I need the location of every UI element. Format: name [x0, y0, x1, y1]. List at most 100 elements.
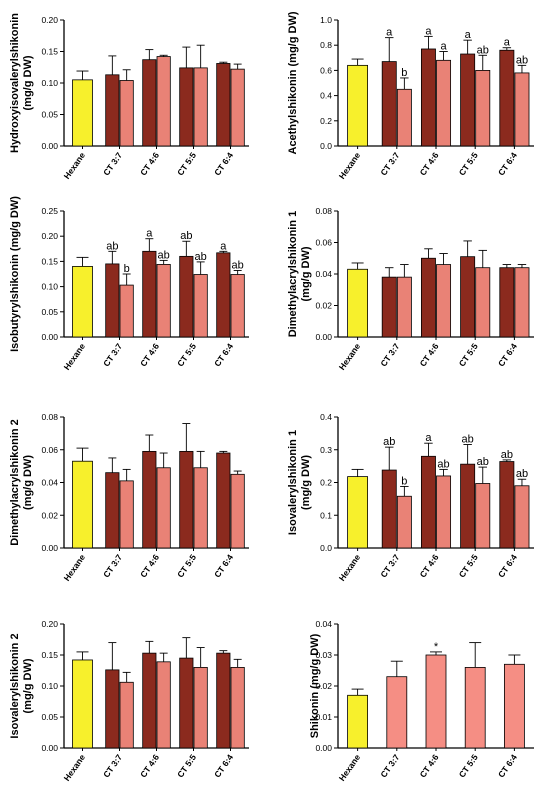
bar	[396, 276, 412, 338]
y-tick-label: 0.02	[315, 681, 332, 691]
y-tick-label: 0.00	[41, 332, 58, 342]
x-tick-label: CT 4:6	[418, 341, 441, 368]
bar	[514, 485, 530, 549]
significance-label: a	[146, 228, 153, 240]
chart-panel-8: 0.00 0.01 0.02 0.03 0.04 Shikonin (mg/g DW) He…	[309, 619, 534, 783]
significance-label: ab	[501, 449, 513, 461]
significance-label: ab	[383, 436, 395, 448]
y-tick-label: 0.3	[320, 445, 332, 455]
bar	[193, 67, 208, 147]
y-axis-label: Isobutyrylshikonin (mg/g DW)	[9, 196, 21, 352]
chart-panel-2: 0.0 0.2 0.4 0.6 0.8 1.0 Acethylshikonin (mg/g …	[287, 11, 534, 181]
y-tick-label: 0.4	[320, 91, 332, 101]
y-tick-label: 0.15	[41, 47, 58, 57]
y-axis-label: Dimethylacrylshikonin 2	[9, 419, 21, 546]
x-tick-label: Hexane	[337, 341, 363, 372]
y-tick-label: 0.10	[41, 78, 58, 88]
y-tick-label: 0.03	[315, 650, 332, 660]
bar	[464, 667, 486, 749]
x-tick-label: CT 6:4	[212, 752, 235, 779]
bar	[72, 460, 93, 549]
significance-label: a	[220, 240, 227, 252]
bar	[230, 667, 245, 749]
bar	[156, 661, 171, 749]
chart-panel-5: 0.00 0.02 0.04 0.06 0.08 Dimethylacrylshikoni…	[9, 412, 249, 583]
bar	[142, 59, 157, 147]
significance-label: b	[401, 475, 407, 487]
y-tick-label: 0.20	[41, 619, 58, 629]
y-tick-label: 0.00	[41, 543, 58, 553]
bar	[72, 266, 93, 338]
x-tick-label: CT 4:6	[418, 752, 441, 779]
x-tick-label: CT 5:5	[175, 341, 198, 368]
x-tick-label: Hexane	[337, 150, 363, 181]
y-tick-label: 0.15	[41, 650, 58, 660]
x-tick-label: CT 4:6	[418, 552, 441, 579]
y-tick-label: 0.00	[41, 743, 58, 753]
significance-label: a	[425, 25, 432, 37]
significance-label: ab	[477, 456, 489, 468]
bar	[499, 267, 515, 338]
bar	[105, 472, 120, 549]
bar	[72, 659, 93, 749]
bar	[142, 250, 157, 338]
chart-panel-1: 0.00 0.05 0.10 0.15 0.20 Hydroxyisovalerylshi…	[9, 13, 249, 181]
x-tick-label: Hexane	[337, 552, 363, 583]
x-tick-label: CT 6:4	[496, 341, 519, 368]
bar	[425, 654, 447, 749]
x-tick-label: CT 3:7	[101, 752, 124, 779]
x-tick-label: CT 3:7	[378, 341, 401, 368]
y-axis-label: Isovalerylshikonin 2	[9, 633, 21, 738]
significance-label: ab	[158, 249, 170, 261]
bar	[347, 476, 369, 549]
x-tick-label: CT 4:6	[138, 552, 161, 579]
bar	[119, 284, 134, 338]
y-tick-label: 0.6	[320, 65, 332, 75]
significance-label: b	[124, 263, 130, 275]
bar	[420, 257, 436, 338]
x-tick-label: CT 6:4	[212, 341, 235, 368]
chart-panel-7: 0.00 0.05 0.10 0.15 0.20 Isovalerylshikonin 2…	[9, 619, 249, 783]
bar	[230, 68, 245, 147]
bar	[72, 79, 93, 147]
y-tick-label: 0.04	[315, 619, 332, 629]
x-tick-label: Hexane	[337, 752, 363, 783]
y-tick-label: 0.01	[315, 712, 332, 722]
bar	[193, 274, 208, 338]
significance-label: ab	[516, 54, 528, 66]
bar	[436, 264, 452, 338]
y-tick-label: 0.20	[41, 231, 58, 241]
x-tick-label: CT 3:7	[378, 552, 401, 579]
bar	[420, 48, 436, 147]
x-tick-label: CT 5:5	[457, 341, 480, 368]
significance-label: a	[386, 27, 393, 39]
bar	[179, 67, 194, 147]
bar	[460, 53, 476, 147]
bar	[156, 467, 171, 549]
x-tick-label: CT 4:6	[138, 150, 161, 177]
bar	[105, 263, 120, 338]
y-tick-label: 0.04	[315, 269, 332, 279]
y-tick-label: 0.2	[320, 478, 332, 488]
y-tick-label: 0.05	[41, 712, 58, 722]
y-tick-label: 0.00	[315, 332, 332, 342]
significance-label: *	[434, 641, 439, 653]
y-tick-label: 0.02	[41, 510, 58, 520]
y-axis-label: Shikonin (mg/g DW)	[309, 633, 321, 738]
x-tick-label: CT 5:5	[457, 552, 480, 579]
significance-label: ab	[106, 240, 118, 252]
bar	[475, 70, 491, 147]
bar	[142, 450, 157, 549]
x-tick-label: CT 6:4	[496, 150, 519, 177]
bar	[216, 252, 231, 338]
x-tick-label: CT 3:7	[378, 752, 401, 779]
significance-label: ab	[462, 434, 474, 446]
bar	[230, 274, 245, 338]
bar	[105, 669, 120, 749]
y-tick-label: 0.1	[320, 510, 332, 520]
x-tick-label: CT 3:7	[101, 552, 124, 579]
x-tick-label: CT 4:6	[138, 341, 161, 368]
bar	[156, 264, 171, 338]
bar	[193, 467, 208, 549]
y-axis-label: (mg/g DW)	[300, 246, 312, 301]
